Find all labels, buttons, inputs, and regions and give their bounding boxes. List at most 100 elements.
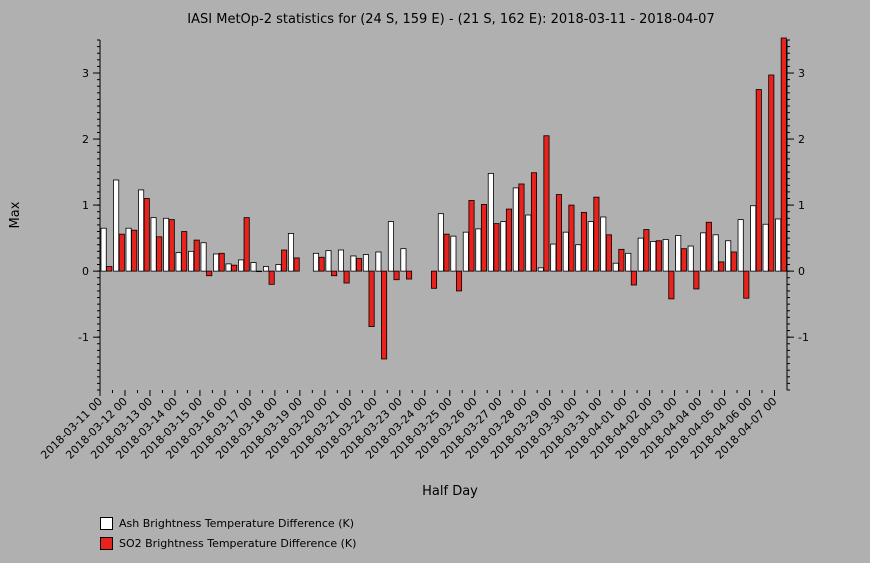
bar-so2 xyxy=(118,233,125,272)
bar-ash xyxy=(575,244,582,272)
bar-ash xyxy=(362,254,369,272)
bar-so2 xyxy=(543,135,550,272)
bar-so2 xyxy=(480,204,488,272)
bar-ash xyxy=(387,221,394,272)
legend-item-ash: Ash Brightness Temperature Difference (K… xyxy=(100,513,356,533)
bar-so2 xyxy=(343,270,350,284)
bar-ash xyxy=(150,217,157,272)
bar-ash xyxy=(612,262,619,272)
bar-so2 xyxy=(356,258,363,272)
bar-so2 xyxy=(368,270,375,328)
legend-swatch-so2 xyxy=(100,536,113,550)
bar-so2 xyxy=(181,231,188,272)
bar-ash xyxy=(113,179,120,272)
bar-so2 xyxy=(193,239,200,272)
bar-ash xyxy=(437,213,444,272)
bar-ash xyxy=(725,240,732,272)
y-tick-label-right: -1 xyxy=(798,331,809,344)
bar-ash xyxy=(200,242,207,272)
bar-so2 xyxy=(406,270,413,280)
bar-so2 xyxy=(618,248,625,272)
bar-so2 xyxy=(693,270,700,290)
bar-so2 xyxy=(381,270,388,360)
bar-ash xyxy=(512,187,519,272)
bar-ash xyxy=(250,262,257,272)
bar-so2 xyxy=(131,229,138,272)
bar-ash xyxy=(500,221,507,272)
bar-ash xyxy=(675,235,682,272)
x-axis-label: Half Day xyxy=(422,484,478,499)
bar-ash xyxy=(125,227,132,272)
chart-title: IASI MetOp-2 statistics for (24 S, 159 E… xyxy=(187,12,714,27)
legend-label-ash: Ash Brightness Temperature Difference (K… xyxy=(119,516,354,530)
bar-ash xyxy=(175,252,182,272)
bar-so2 xyxy=(106,266,113,272)
bar-ash xyxy=(750,205,757,272)
bar-ash xyxy=(637,237,644,272)
bar-so2 xyxy=(768,74,775,272)
bar-so2 xyxy=(256,270,263,273)
bar-so2 xyxy=(580,211,587,272)
bar-so2 xyxy=(555,194,562,272)
bar-so2 xyxy=(318,256,325,272)
y-tick-label: 1 xyxy=(82,199,89,212)
y-tick-label-right: 2 xyxy=(798,133,805,146)
bar-so2 xyxy=(293,257,300,272)
bar-so2 xyxy=(780,37,787,272)
bar-ash xyxy=(625,252,632,272)
bar-so2 xyxy=(168,219,175,272)
y-tick-label: 3 xyxy=(82,67,89,80)
bar-so2 xyxy=(643,229,650,272)
bar-so2 xyxy=(518,183,525,272)
bar-ash xyxy=(737,219,744,272)
y-axis-label: Max xyxy=(8,201,23,228)
legend: Ash Brightness Temperature Difference (K… xyxy=(100,513,356,553)
bar-ash xyxy=(462,231,469,272)
bar-so2 xyxy=(755,89,762,272)
y-tick-label-right: 3 xyxy=(798,67,805,80)
y-tick-label-right: 0 xyxy=(798,265,805,278)
bar-ash xyxy=(275,264,282,272)
bar-ash xyxy=(550,243,557,272)
bar-ash xyxy=(762,223,769,272)
bar-so2 xyxy=(431,270,438,289)
bar-ash xyxy=(213,253,220,272)
y-tick-label: 0 xyxy=(82,265,89,278)
bar-so2 xyxy=(630,270,637,286)
bar-ash xyxy=(650,241,657,272)
bar-so2 xyxy=(505,208,513,272)
bar-so2 xyxy=(156,236,163,272)
bar-ash xyxy=(400,248,407,272)
bar-ash xyxy=(712,234,719,272)
bar-ash xyxy=(687,245,694,272)
bar-ash xyxy=(188,250,195,272)
bar-so2 xyxy=(593,196,600,272)
bar-ash xyxy=(337,249,344,272)
bar-ash xyxy=(350,255,357,272)
bar-so2 xyxy=(468,200,475,272)
bar-so2 xyxy=(568,204,575,272)
bar-ash xyxy=(375,251,382,272)
bar-so2 xyxy=(655,240,662,272)
bar-so2 xyxy=(331,270,338,277)
bar-ash xyxy=(700,232,707,272)
bar-ash xyxy=(525,214,532,272)
bar-so2 xyxy=(705,221,712,272)
bar-ash xyxy=(100,227,107,272)
bar-ash xyxy=(537,267,544,272)
bar-so2 xyxy=(243,217,250,272)
bar-ash xyxy=(237,259,245,272)
bar-so2 xyxy=(281,249,288,272)
bar-so2 xyxy=(730,251,737,272)
bar-ash xyxy=(662,239,669,272)
bar-ash xyxy=(287,233,295,272)
bar-ash xyxy=(487,172,494,272)
bar-so2 xyxy=(668,270,675,300)
bar-so2 xyxy=(605,234,612,272)
bar-ash xyxy=(262,266,270,272)
bar-so2 xyxy=(455,270,463,292)
bar-ash xyxy=(600,216,607,272)
y-tick-label: -1 xyxy=(78,331,89,344)
